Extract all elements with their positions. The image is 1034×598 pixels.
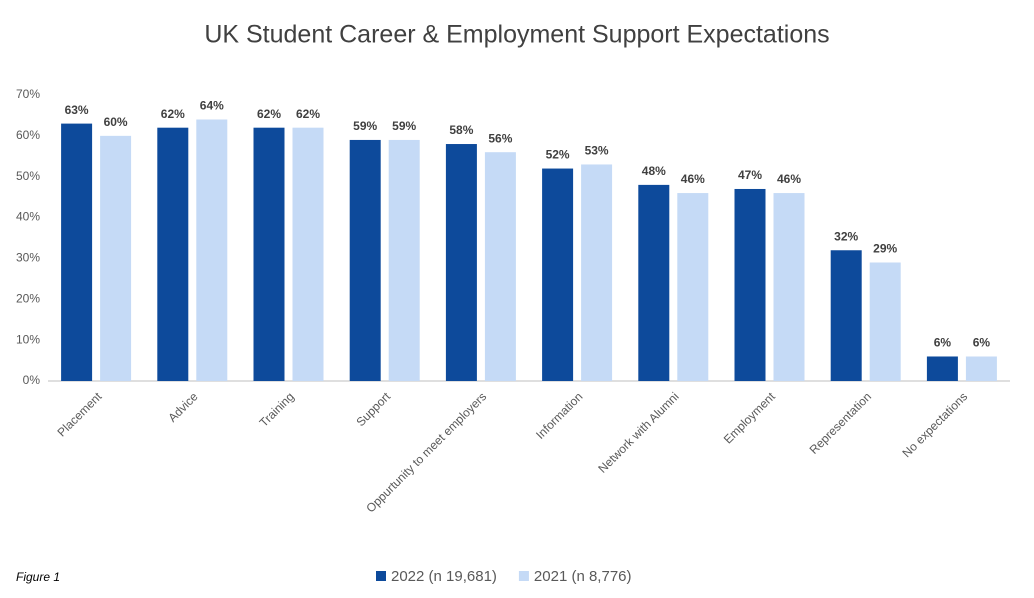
- legend-label: 2021 (n 8,776): [534, 568, 632, 585]
- y-tick-label: 0%: [23, 373, 41, 387]
- x-tick-label: Information: [533, 389, 585, 441]
- bar: [581, 164, 613, 381]
- bar: [677, 193, 709, 381]
- value-label: 52%: [546, 148, 570, 162]
- value-label: 62%: [257, 107, 281, 121]
- bar: [638, 184, 670, 381]
- value-label: 58%: [449, 123, 473, 137]
- bar: [196, 119, 228, 381]
- value-label: 63%: [65, 103, 89, 117]
- x-tick-label: Advice: [165, 389, 201, 425]
- x-tick-label: Representation: [807, 389, 874, 456]
- bar: [253, 127, 285, 381]
- value-label: 6%: [973, 336, 991, 350]
- value-label: 29%: [873, 242, 897, 256]
- y-tick-label: 20%: [16, 291, 40, 305]
- value-label: 48%: [642, 164, 666, 178]
- value-label: 46%: [681, 172, 705, 186]
- x-tick-label: Employment: [721, 389, 779, 447]
- bar: [773, 193, 805, 381]
- value-label: 53%: [585, 144, 609, 158]
- x-tick-label: No expectations: [900, 389, 971, 460]
- figure-note: Figure 1: [16, 570, 60, 584]
- y-tick-label: 50%: [16, 169, 40, 183]
- y-tick-label: 30%: [16, 251, 40, 265]
- legend-swatch: [518, 571, 529, 581]
- bar: [965, 356, 997, 381]
- bar: [349, 139, 381, 381]
- bar: [484, 152, 516, 381]
- value-label: 56%: [488, 131, 512, 145]
- legend-label: 2022 (n 19,681): [391, 568, 497, 585]
- x-tick-label: Placement: [54, 389, 104, 439]
- value-label: 47%: [738, 168, 762, 182]
- bar: [61, 123, 93, 381]
- bar: [830, 250, 862, 381]
- bar: [542, 168, 574, 381]
- value-label: 64%: [200, 99, 224, 113]
- value-label: 32%: [834, 229, 858, 243]
- value-label: 62%: [296, 107, 320, 121]
- value-label: 60%: [104, 115, 128, 129]
- x-tick-label: Training: [257, 389, 297, 429]
- y-tick-label: 60%: [16, 128, 40, 142]
- bar: [100, 135, 132, 381]
- x-tick-label: Network with Alumni: [595, 389, 681, 475]
- value-label: 59%: [353, 119, 377, 133]
- chart-title: UK Student Career & Employment Support E…: [204, 21, 829, 49]
- y-tick-label: 10%: [16, 332, 40, 346]
- bar: [869, 262, 901, 381]
- bar: [445, 144, 477, 381]
- y-tick-label: 40%: [16, 210, 40, 224]
- bar: [388, 139, 420, 381]
- value-label: 59%: [392, 119, 416, 133]
- value-label: 46%: [777, 172, 801, 186]
- x-tick-label: Support: [353, 389, 393, 429]
- y-tick-label: 70%: [16, 87, 40, 101]
- bar: [157, 127, 189, 381]
- bar: [734, 188, 766, 381]
- bar: [926, 356, 958, 381]
- legend-swatch: [376, 571, 386, 581]
- bar: [292, 127, 324, 381]
- value-label: 6%: [934, 336, 952, 350]
- value-label: 62%: [161, 107, 185, 121]
